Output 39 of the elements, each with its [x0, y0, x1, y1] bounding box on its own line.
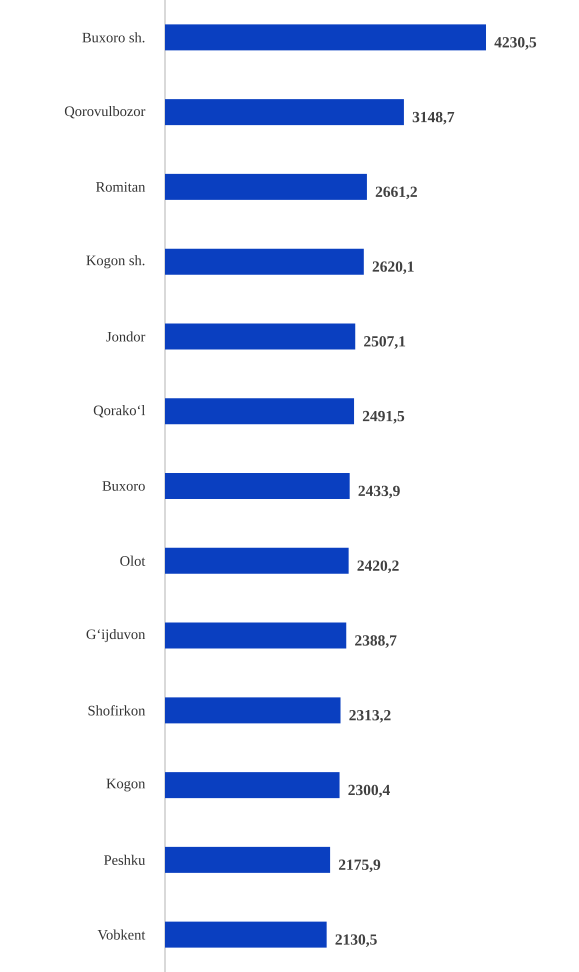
data-label: 2491,5 [362, 410, 404, 424]
y-tick-label: Shofirkon [88, 705, 146, 716]
bar [165, 473, 350, 500]
bar [165, 922, 327, 948]
data-label: 3148,7 [412, 112, 454, 124]
y-tick-label: G‘ijduvon [86, 628, 146, 642]
bar [165, 697, 341, 724]
bar [165, 323, 356, 350]
data-label: 2433,9 [358, 486, 400, 498]
y-tick-label: Olot [120, 556, 146, 566]
bar [165, 248, 364, 275]
data-label: 2388,7 [355, 635, 397, 648]
data-label: 2661,2 [376, 186, 417, 200]
bar [165, 174, 367, 200]
y-tick-label: Qorako‘l [94, 405, 146, 418]
y-tick-label: Romitan [96, 182, 146, 192]
data-label: 2300,4 [348, 784, 390, 798]
data-label: 2175,9 [338, 860, 380, 872]
bar [165, 99, 404, 126]
bar [165, 548, 349, 574]
y-tick-label: Buxoro sh. [82, 32, 144, 42]
data-label: 4230,5 [494, 37, 536, 50]
data-label: 2420,2 [357, 560, 399, 574]
bar [165, 622, 346, 649]
bar [165, 772, 340, 798]
y-tick-label: Peshku [104, 854, 146, 865]
data-label: 2620,1 [372, 261, 414, 274]
data-label: 2313,2 [349, 710, 391, 723]
data-label: 2130,5 [336, 934, 377, 947]
bar [165, 24, 486, 50]
data-label: 2507,1 [364, 336, 406, 349]
y-tick-label: Vobkent [98, 930, 146, 940]
y-tick-label: Buxoro [102, 481, 145, 491]
y-tick-label: Kogon [106, 778, 146, 792]
bar [165, 846, 330, 873]
y-tick-label: Jondor [106, 331, 146, 342]
y-tick-label: Kogon sh. [86, 255, 144, 268]
y-tick-label: Qorovulbozor [64, 106, 146, 118]
bar [165, 398, 354, 424]
